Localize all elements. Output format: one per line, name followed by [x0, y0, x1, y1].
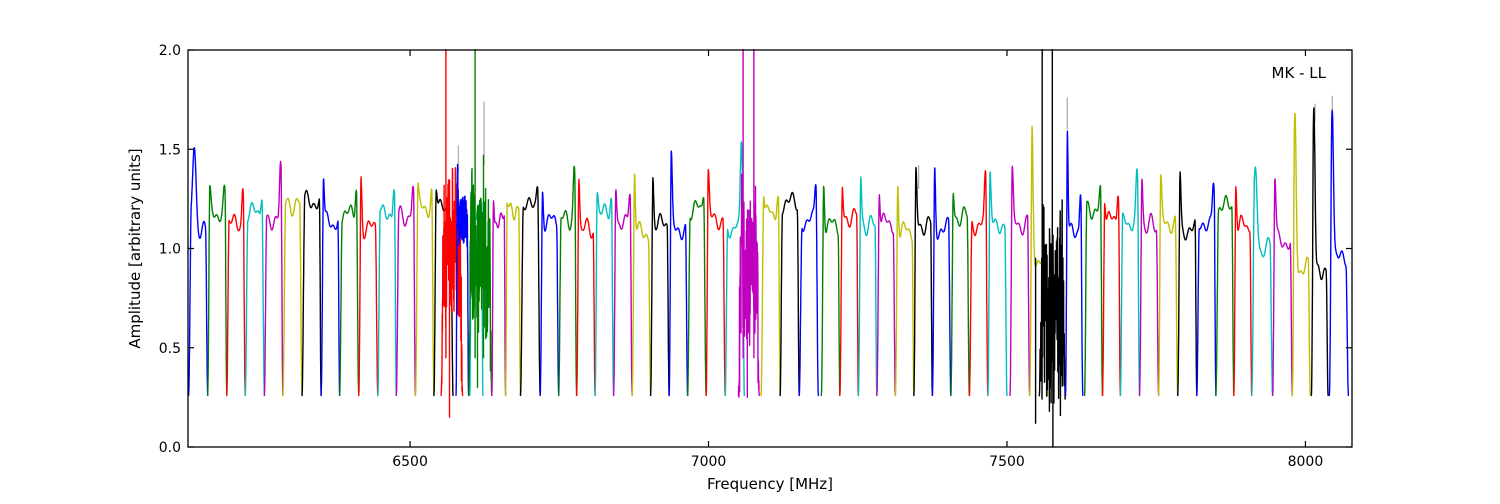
bandpass-curve [1196, 182, 1217, 397]
bandpass-curve [968, 170, 989, 397]
bandpass-curve [857, 176, 878, 397]
bandpass-curve [1251, 166, 1274, 397]
bandpass-curve [338, 189, 360, 397]
bandpass-curve [705, 169, 726, 397]
bandpass-curve [876, 194, 897, 397]
bandpass-curve [686, 196, 707, 397]
corner-annotation: MK - LL [1272, 64, 1327, 82]
bandpass-curve [931, 167, 952, 397]
y-tick-label: 2.0 [159, 43, 181, 59]
bandpass-curve [207, 184, 228, 397]
bandpass-curve [737, 49, 760, 399]
bandpass-curve [558, 165, 578, 397]
bandpass-curve [820, 185, 841, 397]
bandpass-curve [950, 192, 971, 397]
bandpass-curve [612, 189, 633, 397]
bandpass-curve [467, 49, 493, 397]
bandpass-curve [1083, 185, 1104, 397]
bandpass-curve [798, 184, 820, 397]
bandpass-curves [188, 49, 1350, 448]
y-tick-label: 0.0 [159, 440, 181, 456]
bandpass-curve [1138, 178, 1160, 397]
bandpass-curve [724, 141, 745, 397]
bandpass-curve [631, 173, 652, 397]
x-tick-label: 7000 [691, 454, 727, 470]
bandpass-curve [539, 191, 560, 397]
bandpass-curve [1328, 109, 1350, 397]
bandpass-curve [188, 146, 209, 397]
x-tick-label: 7500 [989, 454, 1025, 470]
bandpass-curve [1064, 130, 1084, 397]
bandpass-curve [779, 191, 800, 397]
bandpass-curve [358, 176, 379, 397]
x-tick-label: 8000 [1288, 454, 1324, 470]
bandpass-curve [377, 189, 397, 397]
x-tick-label: 6500 [392, 454, 428, 470]
y-tick-label: 1.0 [159, 242, 181, 258]
bandpass-curve [1009, 165, 1031, 397]
bandpass-curve [1233, 186, 1253, 397]
bandpass-curve [282, 197, 303, 397]
y-tick-label: 0.5 [159, 341, 181, 357]
bandpass-curve [649, 177, 670, 397]
bandpass-curve [987, 171, 1008, 397]
bandpass-curve [1119, 168, 1141, 397]
bandpass-curve [1271, 178, 1293, 397]
bandpass-curve [913, 166, 934, 397]
bandpass-curve [1310, 107, 1329, 397]
x-tick-labels: 6500 7000 7500 8000 [392, 454, 1323, 470]
bandpass-curve [1177, 171, 1198, 397]
bandpass-curve [894, 185, 915, 397]
bandpass-curve [226, 188, 246, 397]
bandpass-curve [760, 195, 781, 397]
bandpass-curve [839, 186, 859, 397]
bandpass-curve [1157, 174, 1179, 397]
bandpass-curve [1101, 195, 1122, 397]
bandpass-curve [491, 200, 507, 397]
bandpass-curve [1034, 49, 1067, 448]
bandpass-curve [519, 186, 541, 397]
bandpass-curve [395, 185, 417, 397]
bandpass-curve [1215, 194, 1235, 397]
bandpass-curve [301, 189, 322, 397]
x-axis-label: Frequency [MHz] [707, 475, 833, 493]
y-axis-label: Amplitude [arbitrary units] [126, 148, 144, 348]
axes-border [187, 49, 1353, 448]
bandpass-curve [244, 199, 266, 397]
bandpass-curve [1291, 112, 1311, 397]
bandpass-curve [504, 202, 522, 397]
bandpass-curve [668, 150, 689, 397]
bandpass-curve [263, 160, 284, 397]
bandpass-curve [320, 178, 341, 397]
bandpass-curve [594, 191, 615, 397]
y-tick-label: 1.5 [159, 142, 181, 158]
y-tick-labels: 0.0 0.5 1.0 1.5 2.0 [159, 43, 181, 456]
bandpass-curve [575, 178, 596, 397]
bandpass-curve [455, 163, 470, 397]
bandpass-curve [414, 182, 435, 397]
